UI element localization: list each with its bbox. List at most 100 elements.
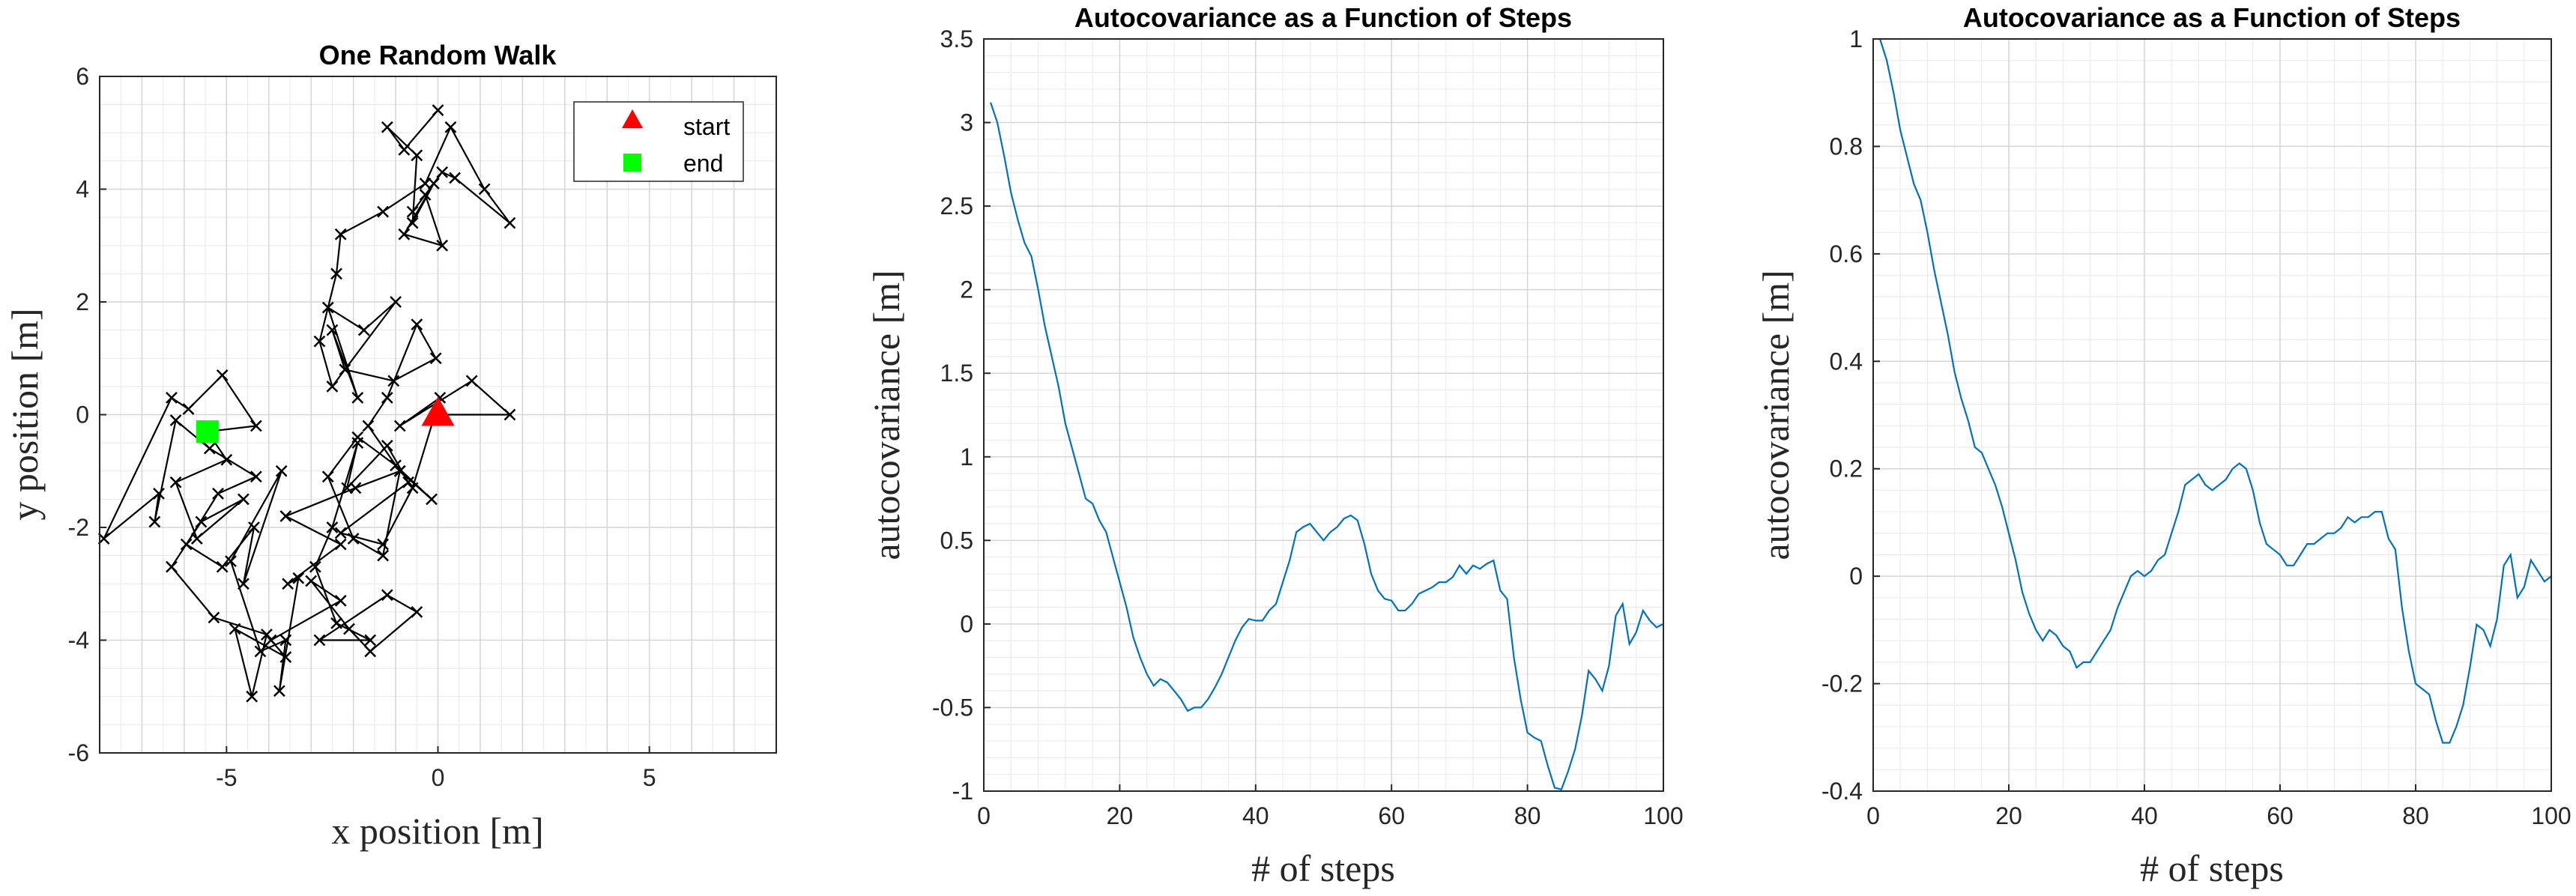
y-tick-label: -0.4: [1821, 778, 1863, 805]
walk-step-marker: [273, 685, 285, 697]
y-axis-label: autocovariance [m]: [1755, 270, 1797, 560]
walk-step-marker: [313, 634, 326, 647]
walk-step-marker: [309, 560, 321, 573]
walk-step-marker: [190, 533, 203, 545]
walk-step-marker: [321, 301, 334, 314]
x-tick-label: 0: [977, 802, 991, 829]
walk-step-marker: [377, 549, 390, 562]
walk-step-marker: [351, 437, 364, 449]
walk-step-marker: [390, 296, 402, 308]
walk-step-marker: [330, 617, 342, 629]
y-tick-label: -0.2: [1821, 671, 1863, 697]
walk-step-marker: [347, 533, 360, 545]
x-tick-label: 40: [2131, 802, 2158, 829]
random-walk-chart: -5 0 5 -6 -4 -2 0 2 4 6 One Random Walk x positio…: [4, 40, 777, 852]
walk-step-marker: [208, 611, 220, 624]
walk-step-marker: [390, 459, 402, 472]
walk-step-marker: [238, 578, 250, 590]
y-tick-label: -2: [68, 514, 89, 541]
walk-step-marker: [225, 555, 237, 568]
walk-step-marker: [250, 470, 262, 483]
walk-step-marker: [504, 408, 516, 421]
walk-step-marker: [216, 560, 229, 573]
walk-step-marker: [282, 578, 294, 590]
autocovariance-line: [1879, 38, 2552, 744]
walk-step-marker: [411, 318, 423, 330]
walk-step-marker: [326, 324, 339, 336]
y-tick-label: 1: [960, 444, 973, 470]
walk-step-marker: [398, 228, 411, 240]
walk-step-marker: [411, 149, 423, 162]
walk-step-marker: [449, 172, 461, 184]
walk-step-marker: [339, 363, 351, 376]
legend-end-marker: [623, 154, 641, 172]
walk-step-marker: [248, 521, 260, 533]
y-tick-label: 2: [960, 276, 973, 303]
walk-step-marker: [357, 324, 370, 336]
walk-step-marker: [326, 521, 339, 533]
walk-step-marker: [180, 538, 193, 551]
y-tick-label: 1: [1849, 25, 1863, 52]
x-tick-label: 5: [643, 764, 656, 791]
walk-step-marker: [166, 560, 178, 573]
autocovariance-chart-1: 0 20 40 60 80 100 -1 -0.5 0 0.5 1 1.5 2 2.5 3 3.5 Autoc…: [865, 2, 1684, 889]
x-axis-label: # of steps: [1251, 847, 1395, 889]
walk-step-marker: [264, 634, 277, 647]
walk-step-marker: [393, 464, 406, 477]
legend-box: [573, 101, 744, 182]
walk-step-marker: [349, 482, 362, 494]
walk-step-marker: [393, 420, 406, 432]
walk-step-marker: [182, 403, 195, 415]
walk-step-marker: [364, 634, 377, 647]
chart-title: Autocovariance as a Function of Steps: [1074, 2, 1572, 33]
walk-step-marker: [275, 464, 288, 477]
y-tick-label: 0: [76, 402, 89, 429]
chart-title: Autocovariance as a Function of Steps: [1963, 2, 2461, 33]
end-marker: [196, 420, 219, 444]
y-tick-label: 0: [960, 611, 973, 638]
x-tick-label: 100: [1643, 802, 1683, 829]
walk-step-marker: [216, 369, 229, 381]
walk-step-marker: [279, 651, 292, 663]
x-tick-label: 20: [1107, 802, 1134, 829]
walk-step-marker: [254, 645, 267, 658]
walk-step-marker: [427, 178, 440, 190]
walk-step-marker: [444, 121, 457, 133]
walk-step-marker: [465, 375, 478, 387]
start-marker: [421, 396, 455, 426]
walk-step-marker: [169, 414, 182, 426]
y-axis-label: y position [m]: [4, 308, 46, 520]
walk-step-marker: [313, 335, 326, 348]
walk-step-marker: [504, 217, 516, 229]
legend-start-label: start: [683, 113, 730, 140]
plot-area: [984, 39, 1663, 791]
legend: start end: [573, 101, 744, 182]
walk-step-marker: [195, 515, 208, 528]
walk-step-marker: [381, 121, 393, 133]
y-tick-label: -4: [68, 627, 89, 654]
plot-area: [1873, 39, 2551, 791]
walk-step-marker: [166, 392, 178, 404]
walk-step-marker: [364, 645, 377, 658]
walk-step-marker: [334, 538, 347, 551]
walk-step-marker: [419, 189, 432, 201]
walk-step-marker: [279, 510, 292, 522]
walk-step-marker: [377, 205, 390, 218]
walk-step-marker: [436, 239, 449, 252]
y-tick-label: 0.8: [1830, 133, 1863, 160]
y-tick-label: 3.5: [940, 25, 973, 52]
y-tick-label: 0.2: [1830, 455, 1863, 482]
y-tick-label: -1: [952, 778, 973, 805]
walk-step-marker: [381, 589, 393, 602]
y-tick-label: -0.5: [932, 694, 973, 721]
legend-start-marker: [622, 109, 643, 128]
x-tick-label: 60: [2267, 802, 2294, 829]
walk-step-marker: [402, 476, 414, 488]
walk-step-marker: [212, 487, 224, 500]
walk-step-marker: [330, 267, 342, 280]
walk-step-marker: [351, 392, 364, 404]
axes-box: [983, 38, 1664, 792]
walk-step-marker: [381, 440, 393, 452]
y-tick-label: 3: [960, 109, 973, 136]
walk-step-marker: [203, 442, 216, 455]
